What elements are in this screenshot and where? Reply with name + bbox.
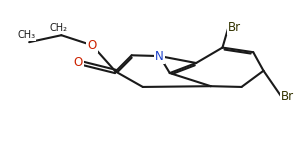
Text: N: N [155,50,164,63]
Text: CH₃: CH₃ [17,30,35,40]
Text: CH₂: CH₂ [50,23,68,33]
Text: Br: Br [228,21,242,34]
Text: Br: Br [281,90,294,103]
Text: O: O [74,56,83,69]
Text: O: O [88,39,97,52]
